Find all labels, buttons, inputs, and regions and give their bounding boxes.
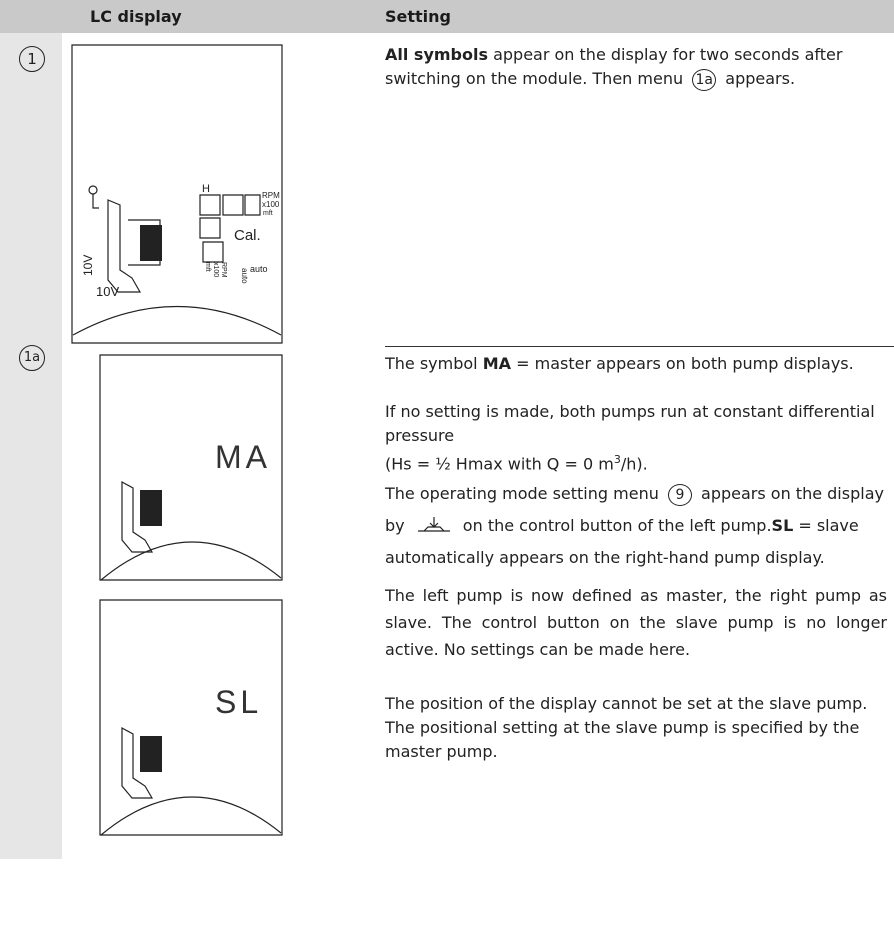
bar-fill <box>140 736 162 772</box>
bold-text: SL <box>771 516 794 535</box>
text: appears on the display by <box>385 484 884 535</box>
paragraph: If no setting is made, both pumps run at… <box>385 400 887 448</box>
text: /h). <box>620 454 648 474</box>
display-label: auto <box>240 268 249 284</box>
step-number: 1 <box>19 46 45 72</box>
bar-icon <box>121 480 154 553</box>
bar-fill <box>140 225 162 261</box>
display-label: RPM <box>262 191 280 200</box>
display-text: SL <box>215 684 262 720</box>
icon <box>88 185 98 195</box>
display-label: 10V <box>81 255 95 276</box>
bar-icon <box>107 199 142 293</box>
row-separator <box>385 346 894 347</box>
bar-icon <box>121 726 154 799</box>
text: The operating mode setting menu <box>385 484 664 503</box>
paragraph: (Hs = ½ Hmax with Q = 0 m3/h). <box>385 448 887 476</box>
lcd-arc <box>72 305 282 336</box>
display-label: x100 <box>212 262 219 277</box>
display-label: RPM <box>220 262 227 278</box>
text: The symbol <box>385 354 483 373</box>
paragraph: The operating mode setting menu 9 appear… <box>385 478 887 574</box>
text: = master appears on both pump displays. <box>511 354 854 373</box>
display-label: mft <box>263 210 273 217</box>
step-number: 1a <box>19 345 45 371</box>
lcd-frame <box>99 354 283 581</box>
superscript: 3 <box>613 453 621 466</box>
menu-ref: 9 <box>667 484 692 506</box>
column-header: Setting <box>385 7 451 26</box>
text: (Hs = ½ Hmax with Q = 0 m <box>385 454 614 474</box>
text: The position of the display cannot be se… <box>385 694 868 761</box>
display-label: mft <box>204 262 211 272</box>
lcd-frame <box>99 599 283 836</box>
bold-text: All symbols <box>385 45 488 64</box>
display-label: H <box>202 183 210 195</box>
paragraph: The left pump is now defined as master, … <box>385 582 887 663</box>
bar-fill <box>140 490 162 526</box>
lcd-frame <box>71 44 283 344</box>
text: The left pump is now defined as master, … <box>385 586 887 659</box>
text: on the control button of the left pump. <box>457 516 772 535</box>
bold-text: MA <box>482 354 512 373</box>
text: appear on the display for two seconds af… <box>385 45 843 88</box>
paragraph: The position of the display cannot be se… <box>385 692 887 764</box>
icon <box>92 194 99 209</box>
column-header: LC display <box>90 7 182 26</box>
text: appears. <box>720 69 796 88</box>
button-icon <box>417 517 450 532</box>
display-label: x100 <box>262 200 280 209</box>
display-label: auto <box>250 264 268 274</box>
paragraph: The symbol MA = master appears on both p… <box>385 352 887 376</box>
table-header <box>0 0 894 33</box>
lcd-arc <box>100 796 282 836</box>
text: If no setting is made, both pumps run at… <box>385 402 875 445</box>
paragraph: All symbols appear on the display for tw… <box>385 43 887 91</box>
display-text: MA <box>215 439 271 475</box>
display-label: Cal. <box>234 227 261 244</box>
menu-ref: 1a <box>692 69 717 91</box>
display-label: 10V <box>96 284 119 299</box>
step-column <box>0 33 62 859</box>
text: = slave automatically appears on the rig… <box>385 516 859 567</box>
lcd-arc <box>100 541 282 581</box>
